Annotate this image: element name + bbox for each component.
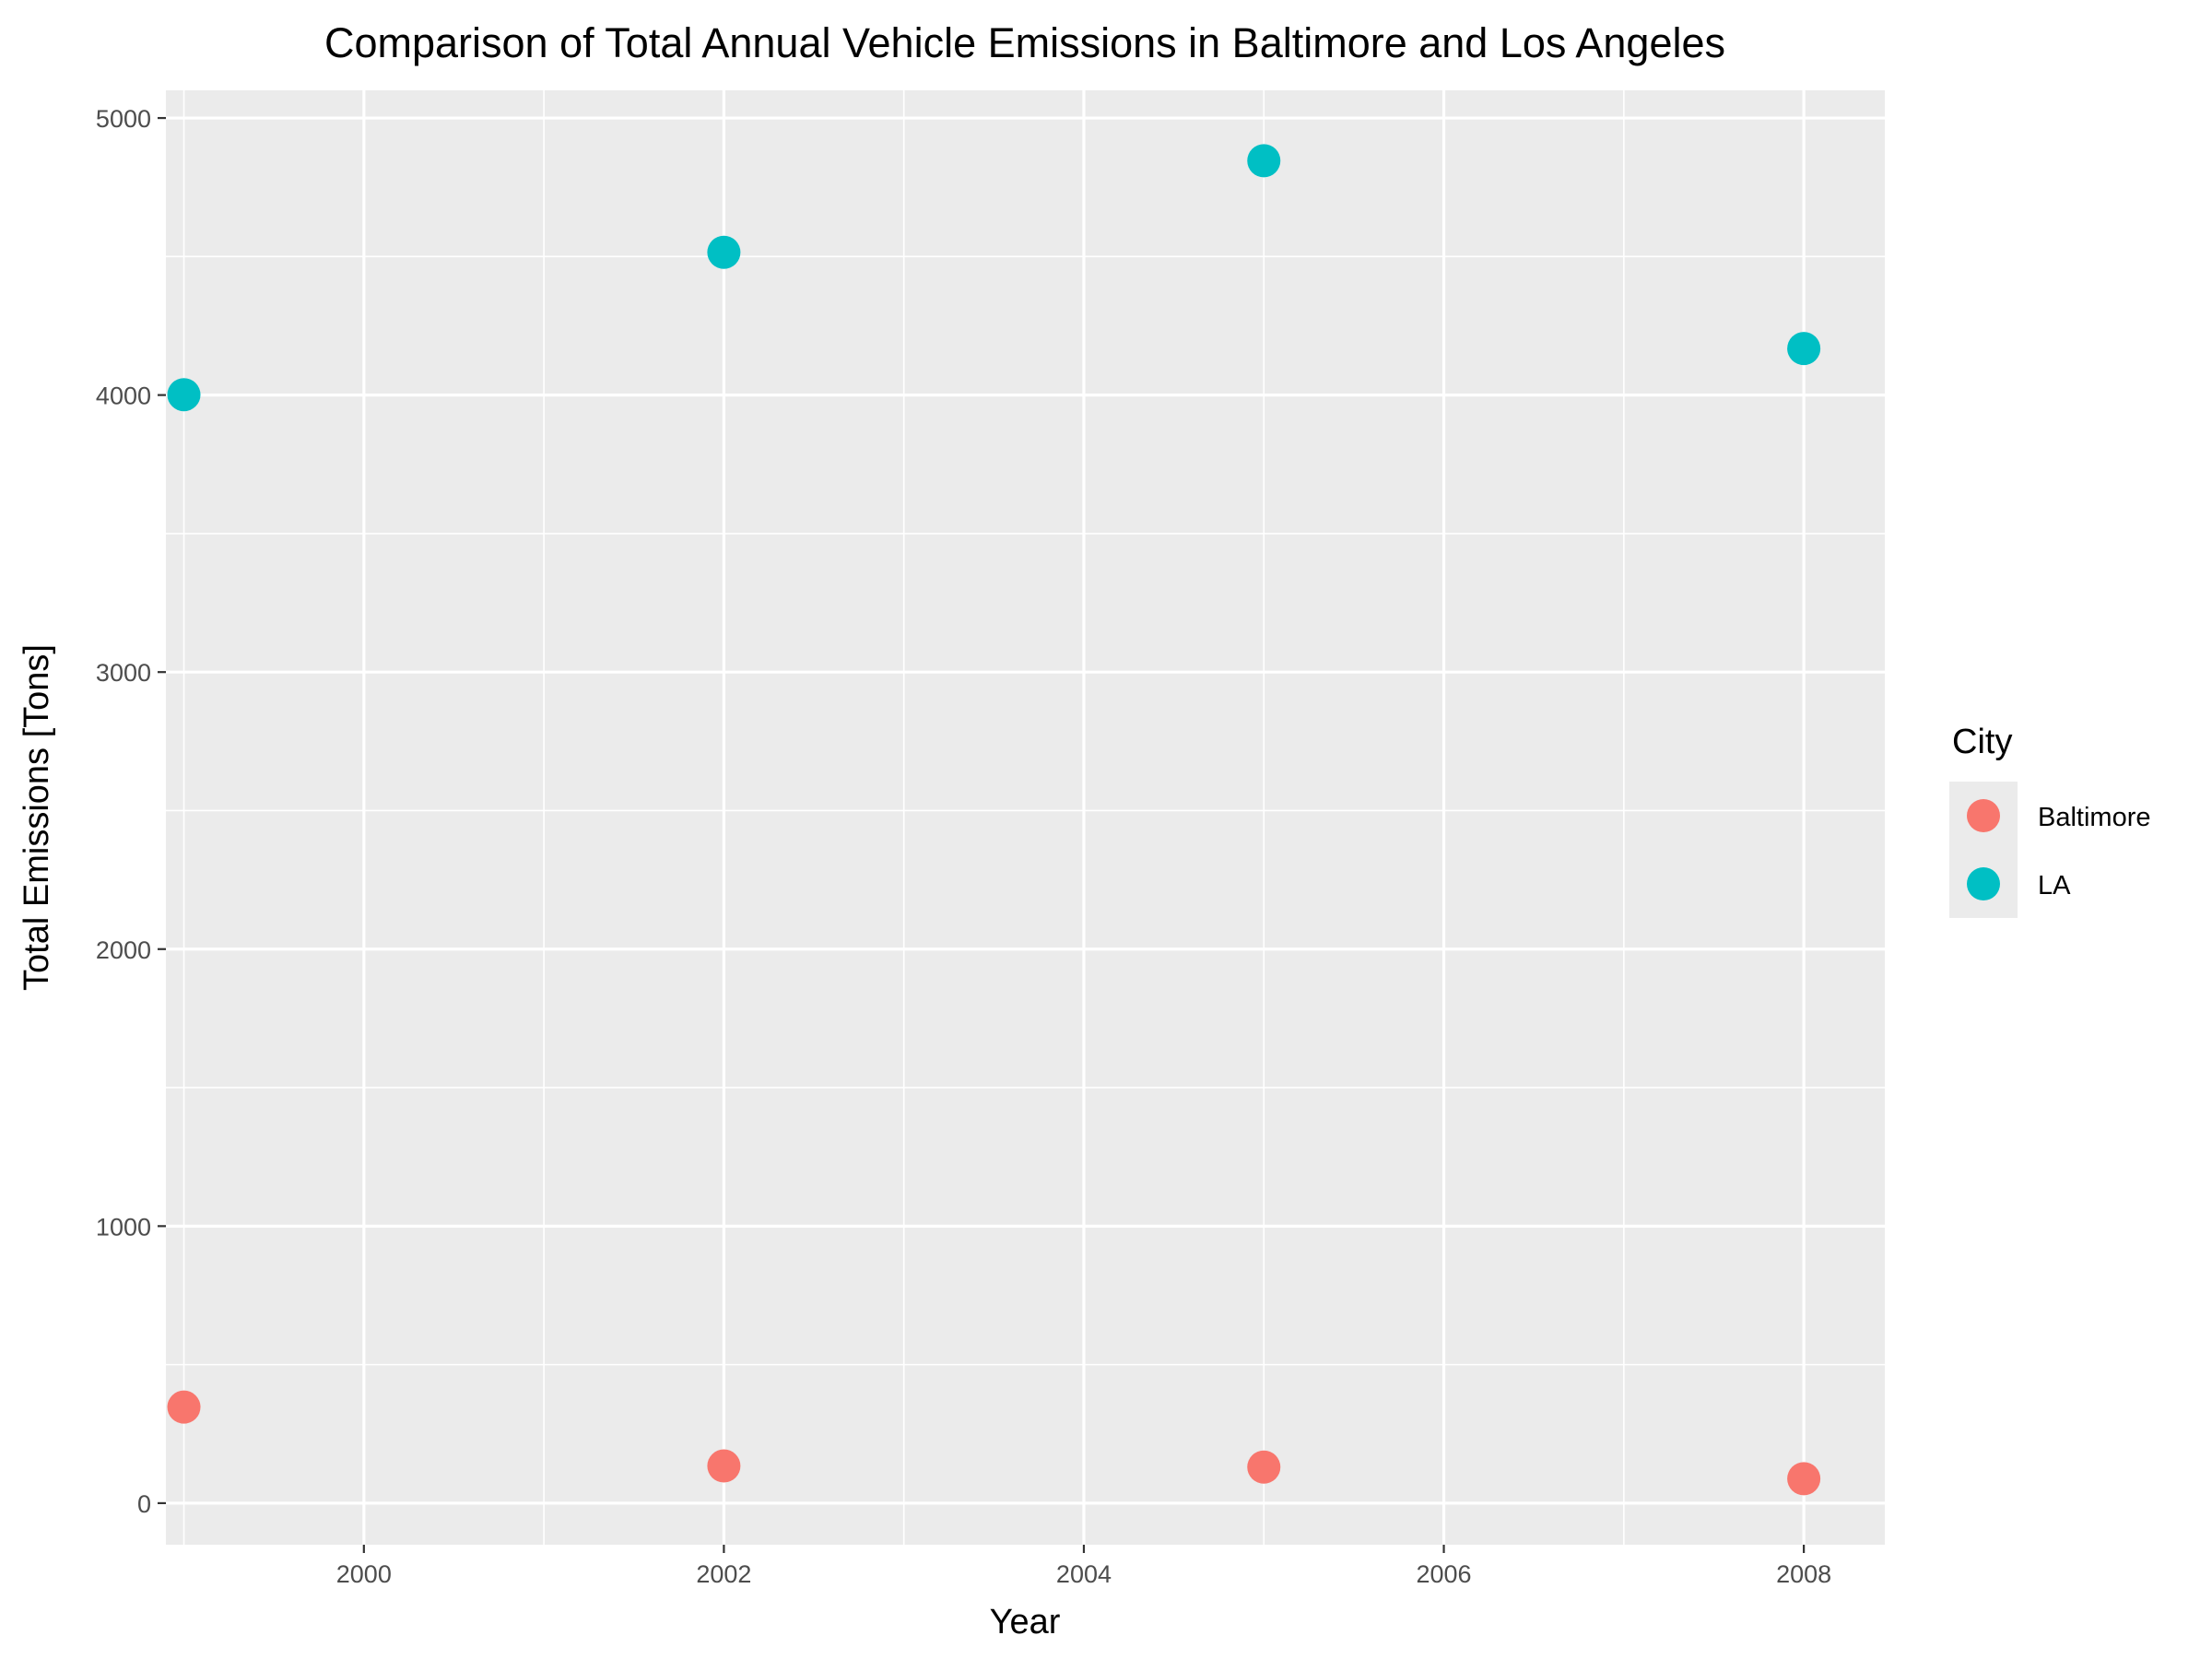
legend: City Baltimore LA	[1949, 723, 2151, 918]
x-axis-ticks: 2000 2002 2004 2006 2008	[336, 1545, 1831, 1588]
y-axis-title: Total Emissions [Tons]	[18, 644, 56, 991]
legend-key-la	[1967, 867, 2000, 900]
data-point-la	[1247, 144, 1281, 178]
y-tick-label: 0	[137, 1490, 151, 1518]
y-tick-label: 2000	[96, 936, 151, 964]
y-axis-ticks: 0 1000 2000 3000 4000 5000	[96, 105, 166, 1518]
plot-panel	[166, 90, 1885, 1545]
y-tick-label: 3000	[96, 659, 151, 687]
data-points	[167, 144, 1821, 1496]
data-point-baltimore	[1247, 1450, 1281, 1484]
data-point-la	[167, 378, 201, 412]
legend-key-baltimore	[1967, 799, 2000, 832]
data-point-baltimore	[167, 1390, 201, 1424]
chart-title: Comparison of Total Annual Vehicle Emiss…	[324, 19, 1725, 66]
x-tick-label: 2004	[1056, 1560, 1112, 1588]
major-gridlines	[166, 90, 1885, 1545]
x-tick-label: 2008	[1776, 1560, 1831, 1588]
data-point-baltimore	[707, 1449, 741, 1483]
y-tick-label: 5000	[96, 105, 151, 133]
legend-items: Baltimore LA	[1949, 782, 2151, 918]
data-point-la	[707, 235, 741, 269]
minor-gridlines	[166, 90, 1885, 1545]
x-axis-title: Year	[990, 1603, 1061, 1641]
legend-title: City	[1952, 723, 2012, 761]
data-point-baltimore	[1787, 1462, 1821, 1496]
data-point-la	[1787, 332, 1821, 366]
y-tick-label: 4000	[96, 382, 151, 410]
y-tick-label: 1000	[96, 1213, 151, 1241]
x-tick-label: 2006	[1417, 1560, 1472, 1588]
legend-label-baltimore: Baltimore	[2038, 803, 2151, 832]
legend-label-la: LA	[2038, 871, 2071, 900]
x-tick-label: 2002	[696, 1560, 751, 1588]
x-tick-label: 2000	[336, 1560, 392, 1588]
